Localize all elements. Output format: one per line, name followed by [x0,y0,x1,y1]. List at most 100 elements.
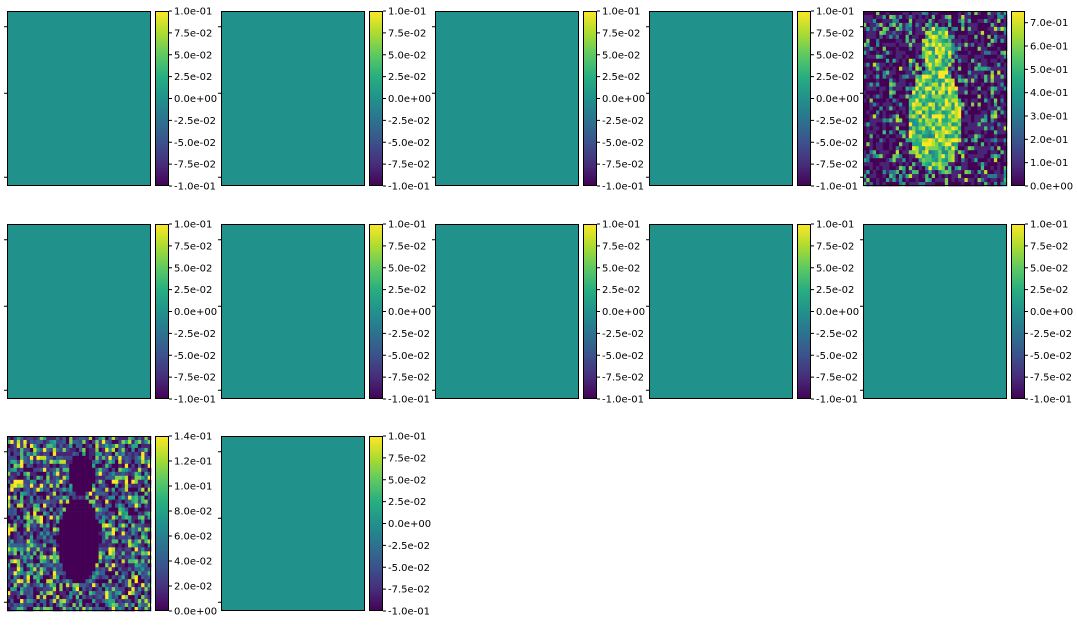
heatmap-cell [128,579,132,584]
heatmap-cell [137,515,142,520]
heatmap-cell [39,535,44,540]
heatmap-cell [98,583,103,588]
heatmap-cell [889,138,893,143]
heatmap-cell [941,58,946,64]
heatmap-cell [131,511,135,516]
heatmap-panel-4: 1.0e-017.5e-025.0e-022.5e-020.0e+00-2.5e… [646,7,859,193]
heatmap-cell [990,122,995,127]
heatmap-cell [131,587,135,592]
heatmap-cell [997,14,1001,20]
colorbar-tick-label: -1.0e-01 [388,607,430,618]
heatmap-cell [961,118,965,123]
colorbar-tick-label: 0.0e+00 [388,94,431,105]
heatmap-cell [984,154,988,159]
heatmap-cell [98,439,103,445]
heatmap-cell [62,571,67,576]
heatmap-cell [144,563,149,568]
heatmap-cell [137,499,142,504]
heatmap-cell [912,86,916,91]
heatmap-cell [52,591,57,596]
heatmap-cell [101,571,106,576]
heatmap-cell [56,447,60,453]
heatmap-cell [879,114,883,119]
heatmap-cell [931,46,936,52]
heatmap-cell [971,166,975,171]
heatmap-cell [915,178,919,183]
heatmap-cell [892,150,897,155]
heatmap-cell [43,451,47,457]
heatmap-cell [977,82,982,87]
heatmap-cell [990,66,995,71]
heatmap-cell [82,531,86,536]
heatmap-cell [108,503,113,508]
heatmap-cell [892,142,897,147]
heatmap-cell [46,607,50,612]
heatmap-cell [941,54,946,60]
heatmap-cell [984,86,988,91]
heatmap-cell [908,154,913,159]
heatmap-cell [33,595,37,600]
heatmap-cell [964,154,969,159]
heatmap-cell [92,527,96,532]
heatmap-cell [72,479,77,485]
heatmap-cell [79,495,83,500]
colorbar-tick-label: -2.5e-02 [388,329,430,340]
heatmap-cell [980,46,985,52]
heatmap-cell [935,146,939,151]
heatmap-cell [29,539,34,544]
heatmap-cell [29,587,34,592]
heatmap-cell [108,567,113,572]
heatmap-cell [921,50,926,56]
heatmap-cell [85,487,90,492]
heatmap-cell [101,511,106,516]
heatmap-cell [88,523,93,528]
heatmap-cell [115,563,119,568]
heatmap-cell [987,26,991,32]
heatmap-cell [957,146,962,151]
heatmap-cell [928,102,933,107]
heatmap-cell [918,30,923,36]
heatmap-cell [33,535,37,540]
heatmap-cell [43,607,47,612]
heatmap-cell [935,150,939,155]
heatmap-frame [221,11,365,186]
heatmap-cell [101,475,106,481]
heatmap-cell [895,170,900,175]
heatmap-cell [863,62,867,67]
heatmap-cell [141,543,145,548]
heatmap-cell [121,495,126,500]
heatmap-cell [98,527,103,532]
heatmap-cell [124,527,129,532]
heatmap-cell [876,78,880,83]
heatmap-cell [75,511,80,516]
heatmap-cell [88,495,93,500]
heatmap-cell [7,467,11,473]
heatmap-cell [872,134,877,139]
heatmap-cell [118,543,122,548]
heatmap-cell [147,559,152,564]
heatmap-cell [88,539,93,544]
heatmap-cell [961,166,965,171]
heatmap-cell [980,86,985,91]
heatmap-cell [905,98,910,103]
heatmap-cell [925,150,929,155]
heatmap-cell [967,162,972,167]
heatmap-cell [10,527,14,532]
heatmap-cell [912,78,916,83]
heatmap-cell [971,74,975,79]
heatmap-cell [29,531,34,536]
heatmap-cell [912,174,916,179]
heatmap-cell [902,11,906,16]
heatmap-cell [147,491,152,496]
heatmap-cell [144,587,149,592]
heatmap-cell [7,507,11,512]
heatmap-cell [13,451,18,457]
heatmap-cell [59,483,63,489]
heatmap-cell [13,487,18,492]
heatmap-cell [957,126,962,131]
heatmap-cell [111,539,116,544]
heatmap-cell [134,495,139,500]
heatmap-cell [984,158,988,163]
heatmap-cell [889,46,893,52]
